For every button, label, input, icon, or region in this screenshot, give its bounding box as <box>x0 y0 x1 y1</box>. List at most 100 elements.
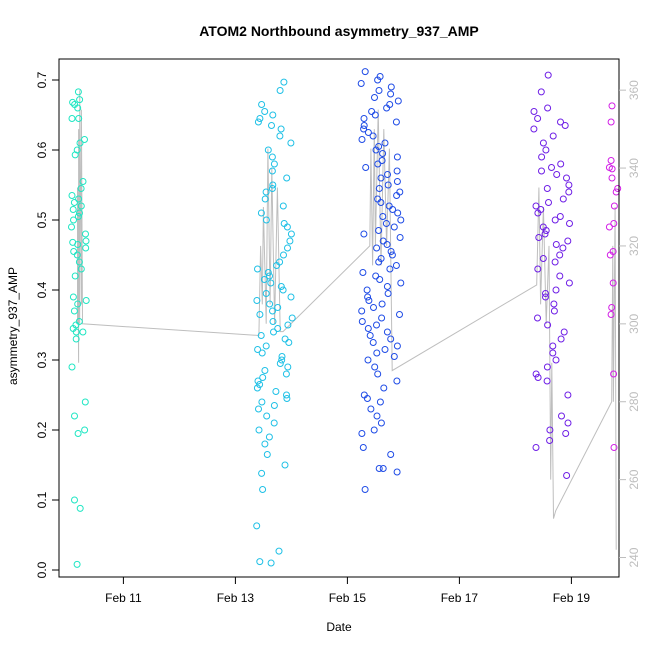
data-point-series-2 <box>254 377 262 385</box>
y-right-tick-label: 240 <box>627 547 641 567</box>
data-point-series-3 <box>389 206 397 213</box>
data-point-series-2 <box>258 398 266 406</box>
data-point-series-4 <box>552 241 560 248</box>
data-point-series-1 <box>74 88 82 96</box>
data-point-series-2 <box>282 370 290 378</box>
data-point-series-3 <box>376 276 384 283</box>
data-point-series-1 <box>71 272 79 280</box>
data-point-series-5 <box>609 279 617 287</box>
data-point-series-4 <box>539 255 547 262</box>
data-point-series-2 <box>268 153 276 161</box>
data-point-series-4 <box>548 164 555 171</box>
data-point-series-4 <box>543 185 551 192</box>
data-point-series-2 <box>280 78 288 86</box>
data-point-series-4 <box>538 153 546 161</box>
data-point-series-3 <box>369 132 377 140</box>
data-point-series-2 <box>261 367 269 374</box>
data-point-series-1 <box>82 244 90 252</box>
data-point-series-5 <box>608 304 616 311</box>
data-point-series-3 <box>393 342 401 350</box>
data-point-series-2 <box>283 395 291 402</box>
data-point-series-2 <box>268 122 275 129</box>
data-point-series-1 <box>70 216 77 224</box>
data-point-series-4 <box>544 321 552 329</box>
data-point-series-5 <box>610 220 618 227</box>
data-point-series-3 <box>361 486 369 493</box>
data-point-series-1 <box>72 335 80 343</box>
data-point-series-4 <box>539 139 547 147</box>
data-point-series-1 <box>77 202 85 210</box>
data-point-series-3 <box>372 272 380 280</box>
data-point-series-2 <box>284 363 292 371</box>
y-axis: 0.0 0.1 0.2 0.3 0.4 0.5 0.6 0.7 <box>35 71 59 578</box>
data-point-series-3 <box>374 76 382 84</box>
data-point-series-2 <box>277 125 285 133</box>
data-point-series-4 <box>543 363 551 371</box>
data-point-series-2 <box>277 283 285 290</box>
data-point-series-1 <box>79 178 87 185</box>
y-tick-label: 0.6 <box>35 141 49 158</box>
data-point-series-2 <box>283 223 291 231</box>
data-point-series-3 <box>388 251 396 259</box>
data-point-series-3 <box>397 279 405 287</box>
data-point-series-3 <box>377 174 385 182</box>
x-tick-label: Feb 11 <box>105 591 142 605</box>
y-tick-label: 0.0 <box>35 561 49 578</box>
data-point-series-3 <box>368 108 376 115</box>
data-point-series-5 <box>610 202 618 210</box>
x-tick-label: Feb 19 <box>553 591 591 605</box>
data-point-series-3 <box>364 293 372 301</box>
data-point-series-4 <box>546 426 554 434</box>
data-point-series-3 <box>393 178 401 185</box>
data-point-series-4 <box>563 174 570 182</box>
data-point-series-4 <box>557 118 564 126</box>
data-point-series-4 <box>550 307 558 315</box>
data-point-series-4 <box>552 356 560 364</box>
data-point-series-2 <box>280 251 287 259</box>
y-tick-label: 0.4 <box>35 281 49 298</box>
data-point-series-1 <box>81 426 89 434</box>
data-point-series-4 <box>532 370 540 378</box>
data-point-series-2 <box>257 209 265 217</box>
data-point-series-4 <box>544 71 552 79</box>
data-point-series-4 <box>543 377 551 385</box>
data-point-series-2 <box>258 349 266 357</box>
data-point-series-3 <box>373 321 380 329</box>
data-point-series-5 <box>610 370 618 378</box>
y-right-tick-label: 260 <box>627 469 641 489</box>
data-point-series-1 <box>71 151 79 159</box>
y-tick-label: 0.7 <box>35 71 49 88</box>
data-point-series-2 <box>265 433 273 441</box>
data-point-series-1 <box>74 104 82 112</box>
data-point-series-2 <box>285 339 293 346</box>
plot-frame <box>58 58 620 578</box>
data-point-series-5 <box>606 251 614 259</box>
data-point-series-4 <box>542 290 549 297</box>
data-point-series-4 <box>565 181 573 189</box>
data-point-series-4 <box>559 195 567 203</box>
data-point-series-4 <box>530 125 538 133</box>
data-point-series-3 <box>379 465 387 472</box>
data-point-series-3 <box>357 80 365 87</box>
data-point-series-2 <box>254 346 262 353</box>
data-point-series-2 <box>254 118 262 126</box>
data-point-series-3 <box>359 269 367 276</box>
data-point-series-5 <box>607 118 615 126</box>
data-point-series-3 <box>379 213 387 220</box>
data-point-series-4 <box>566 220 573 227</box>
data-point-series-2 <box>278 356 286 364</box>
data-point-series-1 <box>68 192 76 199</box>
data-point-series-4 <box>549 132 557 140</box>
chart-title: ATOM2 Northbound asymmetry_937_AMP <box>199 23 479 39</box>
data-point-series-2 <box>261 195 269 203</box>
data-point-series-2 <box>276 360 284 367</box>
data-point-series-3 <box>367 405 375 413</box>
data-point-series-2 <box>267 559 275 567</box>
y-right-tick-label: 340 <box>627 158 641 178</box>
data-point-series-3 <box>374 370 382 378</box>
y-tick-label: 0.5 <box>35 211 49 228</box>
data-point-series-2 <box>284 244 291 252</box>
data-point-series-3 <box>382 220 390 227</box>
data-point-series-5 <box>614 185 622 192</box>
